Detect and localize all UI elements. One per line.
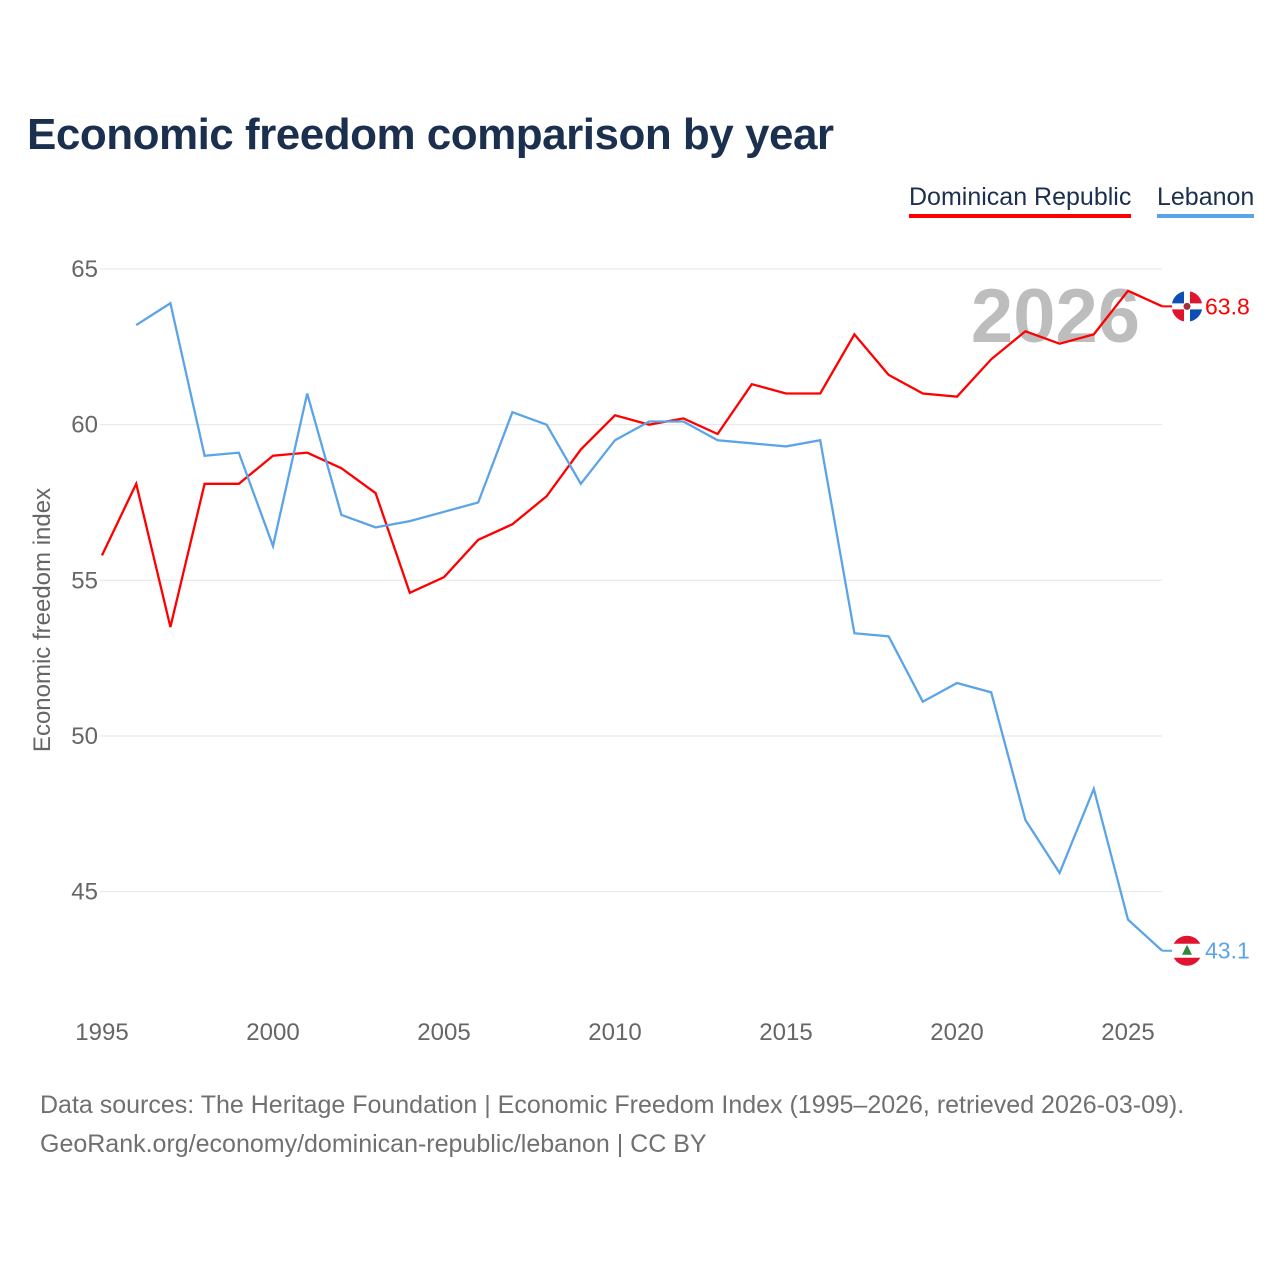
legend-dominican-republic[interactable]: Dominican Republic: [909, 183, 1132, 218]
end-value-label: 63.8: [1205, 293, 1250, 319]
x-tick-label: 2010: [588, 1019, 641, 1046]
x-tick-label: 2005: [417, 1019, 470, 1046]
y-tick-label: 45: [71, 879, 98, 906]
y-tick-label: 55: [71, 567, 98, 594]
y-tick-label: 50: [71, 723, 98, 750]
x-tick-label: 2020: [930, 1019, 983, 1046]
series-line-dominican-republic[interactable]: [100, 289, 1163, 628]
footer: Data sources: The Heritage Foundation | …: [40, 1086, 1184, 1164]
chart-title: Economic freedom comparison by year: [27, 110, 834, 159]
end-value-label: 43.1: [1205, 938, 1250, 964]
footer-sources: Data sources: The Heritage Foundation | …: [40, 1091, 1185, 1119]
lebanon-flag-icon: [1172, 935, 1202, 966]
x-tick-label: 2015: [759, 1019, 812, 1046]
year-watermark: 2026: [971, 274, 1140, 359]
series-line-lebanon[interactable]: [135, 301, 1163, 952]
x-tick-label: 1995: [75, 1019, 128, 1046]
x-tick-label: 2025: [1101, 1019, 1154, 1046]
y-tick-label: 65: [71, 256, 98, 283]
y-tick-label: 60: [71, 412, 98, 439]
y-axis-label: Economic freedom index: [29, 488, 56, 752]
dominican-republic-flag-icon: [1172, 291, 1202, 322]
x-tick-label: 2000: [246, 1019, 299, 1046]
footer-link[interactable]: GeoRank.org/economy/dominican-republic/l…: [40, 1130, 707, 1158]
legend-lebanon[interactable]: Lebanon: [1157, 183, 1255, 218]
